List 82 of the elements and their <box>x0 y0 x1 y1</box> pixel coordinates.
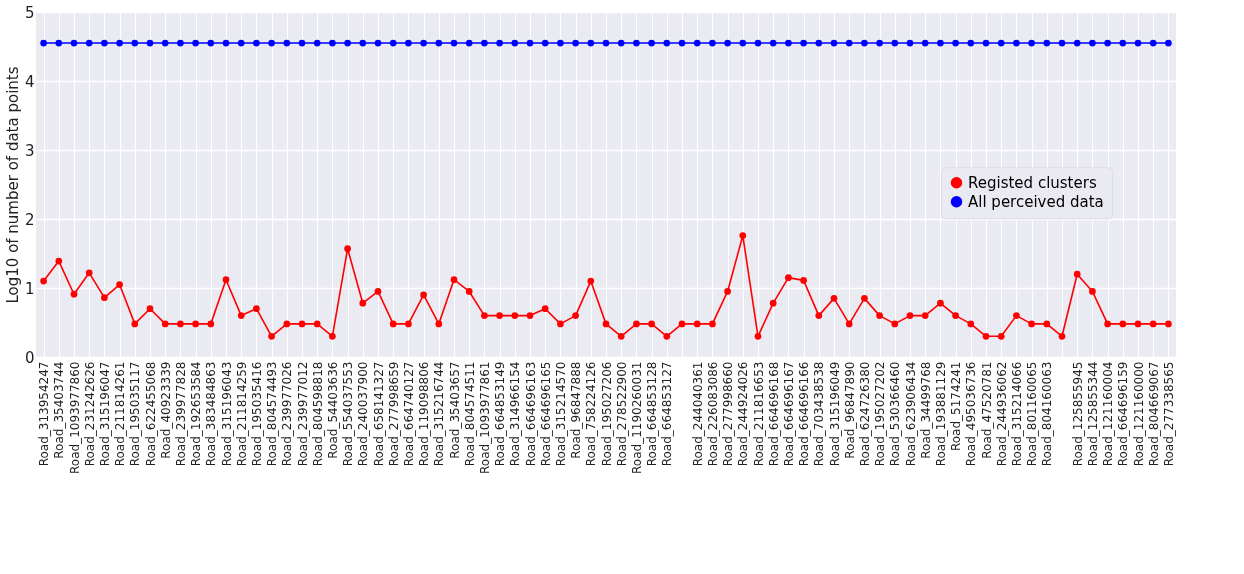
x-tick-label: Road_801160065 <box>1025 361 1040 467</box>
x-tick-label: Road_758224126 <box>584 361 599 467</box>
y-tick-label: 5 <box>24 3 35 22</box>
x-tick-label: Road_315196047 <box>97 361 112 467</box>
x-tick-label: Road_277338565 <box>1161 361 1176 467</box>
x-tick-label: Road_121160004 <box>1101 361 1116 467</box>
x-tick-label: Road_35403744 <box>52 361 67 459</box>
x-tick-label: Road_1093977860 <box>67 361 82 474</box>
x-tick-label: Road_804669067 <box>1146 361 1161 467</box>
x-tick-label: Road_315214570 <box>553 361 568 467</box>
x-tick-label: Road_664696163 <box>523 361 538 467</box>
x-tick-label: Road_195027202 <box>873 361 888 467</box>
x-tick-label: Road_664853127 <box>660 361 675 467</box>
y-tick-label: 2 <box>24 210 35 229</box>
x-tick-label: Road_211814259 <box>234 361 249 467</box>
x-tick-label: Road_804574493 <box>265 361 280 467</box>
x-tick-label: Road_664853149 <box>493 361 508 467</box>
x-tick-label: Road_664696165 <box>538 361 553 467</box>
x-tick-label: Road_804574511 <box>462 361 477 467</box>
x-tick-label: Road_195035117 <box>128 361 143 467</box>
x-tick-label: Road_192653584 <box>189 361 204 467</box>
legend-label: All perceived data <box>968 192 1104 211</box>
x-tick-label: Road_554037553 <box>341 361 356 467</box>
x-tick-label: Road_277998660 <box>721 361 736 467</box>
x-tick-label: Road_193881129 <box>933 361 948 467</box>
x-tick-label: Road_624726380 <box>857 361 872 467</box>
x-tick-label: Road_35403657 <box>447 361 462 459</box>
x-tick-label: Road_1093977861 <box>477 361 492 474</box>
x-tick-label: Road_664696167 <box>781 361 796 467</box>
x-tick-label: Road_664853128 <box>645 361 660 467</box>
x-tick-label: Road_703438538 <box>812 361 827 467</box>
x-tick-label: Road_195027206 <box>599 361 614 467</box>
legend-label: Registed clusters <box>968 173 1097 192</box>
x-tick-label: Road_195035416 <box>249 361 264 467</box>
y-tick-label: 0 <box>24 348 35 367</box>
x-tick-label: Road_125855344 <box>1085 361 1100 467</box>
x-tick-label: Road_315216744 <box>432 361 447 467</box>
x-tick-label: Road_244040361 <box>690 361 705 467</box>
x-tick-label: Road_96847888 <box>569 361 584 459</box>
y-tick-label: 1 <box>24 279 35 298</box>
x-tick-label: Road_315196043 <box>219 361 234 467</box>
x-tick-label: Road_34499768 <box>918 361 933 459</box>
x-tick-label: Road_211816653 <box>751 361 766 467</box>
y-axis-title: Log10 of number of data points <box>3 66 22 304</box>
x-tick-label: Road_119098806 <box>417 361 432 467</box>
x-tick-label: Road_121160000 <box>1131 361 1146 467</box>
x-tick-label: Road_622455068 <box>143 361 158 467</box>
x-tick-label: Road_244936062 <box>994 361 1009 467</box>
y-tick-label: 3 <box>24 141 35 160</box>
x-tick-label: Road_314966154 <box>508 361 523 467</box>
x-tick-label: Road_664740127 <box>401 361 416 467</box>
x-tick-label: Road_211814261 <box>113 361 128 467</box>
x-tick-label: Road_54403636 <box>325 361 340 459</box>
x-tick-label: Road_96847890 <box>842 361 857 459</box>
x-tick-label: Road_5174241 <box>949 361 964 452</box>
x-tick-label: Road_240037900 <box>356 361 371 467</box>
x-tick-label: Road_495036736 <box>964 361 979 467</box>
x-tick-label: Road_658141327 <box>371 361 386 467</box>
x-tick-label: Road_804598818 <box>310 361 325 467</box>
x-tick-label: Road_315214066 <box>1009 361 1024 467</box>
x-tick-label: Road_239977026 <box>280 361 295 467</box>
x-tick-label: Road_383484863 <box>204 361 219 467</box>
x-tick-label: Road_664696168 <box>766 361 781 467</box>
y-tick-label: 4 <box>24 72 35 91</box>
x-tick-label: Road_315196049 <box>827 361 842 467</box>
x-tick-label: Road_231242626 <box>82 361 97 467</box>
x-tick-label: Road_278522900 <box>614 361 629 467</box>
x-tick-label: Road_804160063 <box>1040 361 1055 467</box>
x-tick-label: Road_623906434 <box>903 361 918 467</box>
x-tick-label: Road_125855945 <box>1070 361 1085 467</box>
x-tick-label: Road_239977012 <box>295 361 310 467</box>
x-tick-label: Road_530366460 <box>888 361 903 467</box>
x-tick-label: Road_664696159 <box>1116 361 1131 467</box>
x-tick-label: Road_40923339 <box>158 361 173 459</box>
x-tick-label: Road_664696166 <box>797 361 812 467</box>
x-tick-label: Road_277998659 <box>386 361 401 467</box>
x-tick-label: Road_244924026 <box>736 361 751 467</box>
x-tick-label: Road_313954247 <box>37 361 52 467</box>
x-tick-label: Road_239977828 <box>173 361 188 467</box>
x-tick-label: Road_47520781 <box>979 361 994 459</box>
x-tick-label: Road_226083086 <box>705 361 720 467</box>
x-tick-label: Road_1190260031 <box>629 361 644 474</box>
